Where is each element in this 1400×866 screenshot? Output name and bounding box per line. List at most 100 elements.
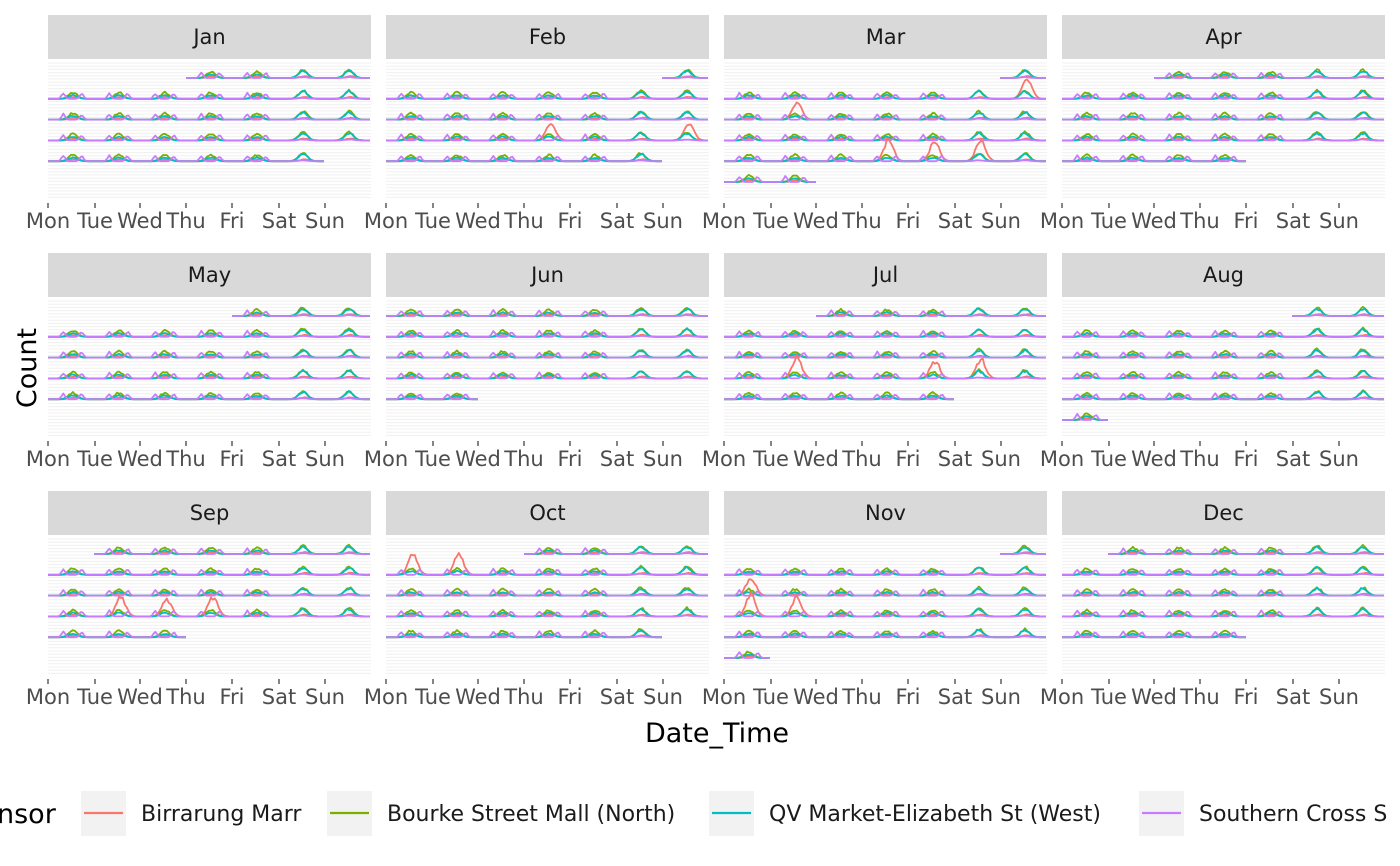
x-tick-label: Wed xyxy=(1131,447,1177,471)
series-line-southern-cross-station xyxy=(48,350,370,359)
legend-label: QV Market-Elizabeth St (West) xyxy=(769,802,1101,827)
series-line-bourke-street-mall-north- xyxy=(386,628,662,639)
series-line-birrarung-marr xyxy=(48,634,186,639)
y-axis-title: Count xyxy=(12,328,43,408)
x-tick-label: Mon xyxy=(1040,209,1084,233)
panel-dec: Dec Mon Tue Wed Thu Fri Sat Sun xyxy=(1040,491,1385,709)
series-line-southern-cross-station xyxy=(48,567,370,576)
x-tick-label: Wed xyxy=(793,209,839,233)
legend-label: Southern Cross S xyxy=(1199,802,1387,827)
legend-entry-southern-cross: Southern Cross S xyxy=(1139,791,1387,836)
x-tick-label: Sun xyxy=(1319,209,1359,233)
series-line-southern-cross-station xyxy=(724,651,770,659)
x-tick-label: Wed xyxy=(793,685,839,709)
panel-jun: Jun Mon Tue Wed Thu Fri Sat Sun xyxy=(364,253,709,471)
x-tick-label: Mon xyxy=(702,685,746,709)
x-tick-label: Fri xyxy=(1233,447,1258,471)
series-line-southern-cross-station xyxy=(724,630,1046,639)
x-tick-label: Tue xyxy=(1090,685,1127,709)
x-tick-label: Thu xyxy=(1179,209,1219,233)
x-tick-label: Fri xyxy=(1233,209,1258,233)
x-tick-label: Wed xyxy=(117,447,163,471)
facet-strip xyxy=(724,491,1047,535)
x-tick-label: Sat xyxy=(938,685,972,709)
x-tick-label: Sun xyxy=(643,447,683,471)
legend-entry-bourke-street-mall-north: Bourke Street Mall (North) xyxy=(327,791,675,836)
x-tick-label: Sat xyxy=(600,209,634,233)
x-tick-label: Fri xyxy=(557,447,582,471)
facet-strip-label: Jan xyxy=(191,25,225,49)
series-line-southern-cross-station xyxy=(1154,71,1384,79)
series-line-southern-cross-station xyxy=(816,309,1046,317)
x-tick-label: Mon xyxy=(26,209,70,233)
series-line-southern-cross-station xyxy=(724,392,954,401)
legend-entry-birrarung-marr: Birrarung Marr xyxy=(81,791,302,836)
x-tick-label: Sat xyxy=(262,685,296,709)
x-tick-label: Thu xyxy=(841,685,881,709)
series-line-southern-cross-station xyxy=(48,91,370,100)
facet-strip-label: May xyxy=(188,263,231,287)
series-line-southern-cross-station xyxy=(724,350,1046,359)
series-line-southern-cross-station xyxy=(1108,547,1384,555)
panel-aug: Aug Mon Tue Wed Thu Fri Sat Sun xyxy=(1040,253,1385,471)
x-tick-label: Tue xyxy=(76,447,113,471)
panel-may: May Mon Tue Wed Thu Fri Sat Sun xyxy=(26,253,371,471)
panel-apr: Apr Mon Tue Wed Thu Fri Sat Sun xyxy=(1040,15,1385,233)
x-tick-label: Tue xyxy=(752,447,789,471)
series-line-southern-cross-station xyxy=(386,112,708,121)
facet-strip-label: Jul xyxy=(871,263,898,287)
facet-strip-label: Aug xyxy=(1203,263,1244,287)
facet-strip xyxy=(386,253,709,297)
series-line-southern-cross-station xyxy=(386,609,708,618)
x-tick-label: Sun xyxy=(643,685,683,709)
series-line-southern-cross-station xyxy=(386,393,478,401)
x-tick-label: Tue xyxy=(752,209,789,233)
series-line-southern-cross-station xyxy=(386,309,708,317)
facet-strip xyxy=(724,253,1047,297)
series-line-southern-cross-station xyxy=(1062,371,1384,380)
facet-strip-label: Feb xyxy=(529,25,566,49)
x-tick-label: Fri xyxy=(557,209,582,233)
x-tick-label: Fri xyxy=(895,685,920,709)
series-line-southern-cross-station xyxy=(724,568,1046,576)
panel-nov: Nov Mon Tue Wed Thu Fri Sat Sun xyxy=(702,491,1047,709)
x-tick-label: Sat xyxy=(1276,209,1310,233)
x-tick-label: Wed xyxy=(1131,685,1177,709)
facet-strip xyxy=(48,491,371,535)
series-line-southern-cross-station xyxy=(386,133,708,142)
x-tick-label: Tue xyxy=(1090,209,1127,233)
x-tick-label: Sun xyxy=(643,209,683,233)
series-line-southern-cross-station xyxy=(1062,92,1384,100)
x-tick-label: Sat xyxy=(1276,447,1310,471)
x-tick-label: Sun xyxy=(305,447,345,471)
facet-strip-label: Mar xyxy=(866,25,906,49)
x-tick-label: Thu xyxy=(503,209,543,233)
series-line-qv-market-elizabeth-st-west- xyxy=(386,152,662,163)
series-line-southern-cross-station xyxy=(662,76,708,79)
series-line-southern-cross-station xyxy=(1062,350,1384,359)
x-tick-label: Tue xyxy=(1090,447,1127,471)
series-line-southern-cross-station xyxy=(1062,589,1384,597)
x-tick-label: Sun xyxy=(1319,447,1359,471)
series-line-southern-cross-station xyxy=(48,392,370,401)
x-tick-label: Sun xyxy=(981,685,1021,709)
x-tick-label: Mon xyxy=(26,447,70,471)
series-line-southern-cross-station xyxy=(1062,568,1384,576)
series-line-southern-cross-station xyxy=(724,371,1046,380)
series-line-southern-cross-station xyxy=(386,155,662,163)
x-tick-label: Fri xyxy=(219,447,244,471)
x-tick-label: Tue xyxy=(414,685,451,709)
x-tick-label: Wed xyxy=(1131,209,1177,233)
series-line-bourke-street-mall-north- xyxy=(386,152,662,163)
x-tick-label: Thu xyxy=(503,447,543,471)
facet-strip xyxy=(48,15,371,59)
facet-strip-label: Oct xyxy=(529,501,565,525)
x-tick-label: Mon xyxy=(364,447,408,471)
series-line-southern-cross-station xyxy=(386,588,708,597)
series-line-bourke-street-mall-north- xyxy=(94,543,370,555)
panel-oct: Oct Mon Tue Wed Thu Fri Sat Sun xyxy=(364,491,709,709)
x-tick-label: Sat xyxy=(600,447,634,471)
series-line-bourke-street-mall-north- xyxy=(1108,544,1384,555)
series-line-southern-cross-station xyxy=(724,133,1046,142)
x-tick-label: Tue xyxy=(76,685,113,709)
